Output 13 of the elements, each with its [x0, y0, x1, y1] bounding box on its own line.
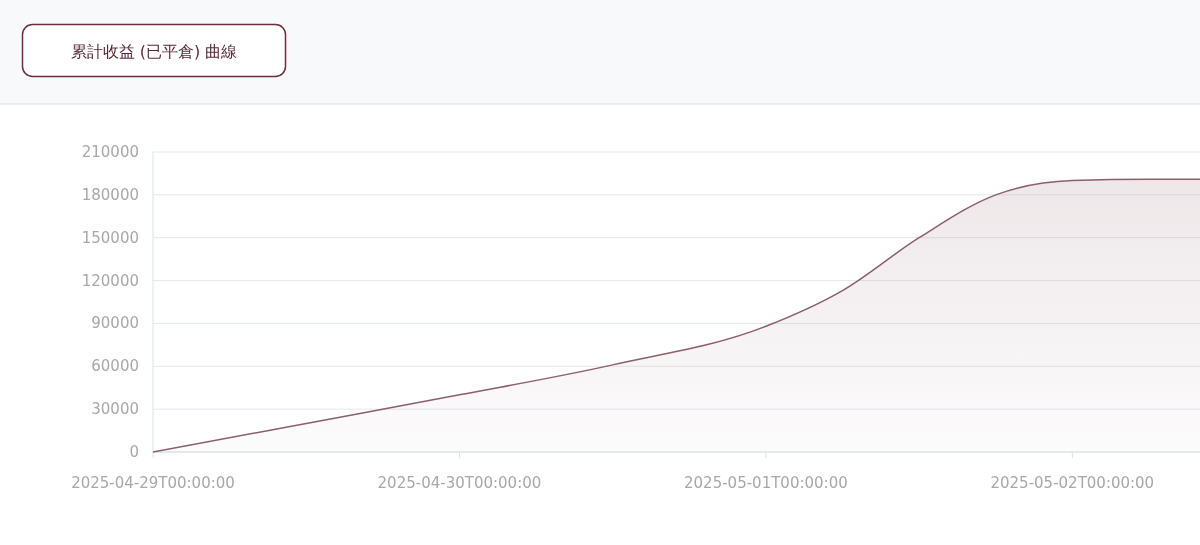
- x-tick-label: 2025-04-29T00:00:00: [71, 474, 235, 492]
- chart-title: 累計收益 (已平倉) 曲線: [70, 41, 238, 61]
- y-tick-label: 180000: [81, 185, 139, 204]
- x-tick-label: 2025-05-02T00:00:00: [990, 474, 1155, 492]
- y-tick-label: 60000: [91, 357, 139, 376]
- y-tick-label: 120000: [81, 271, 139, 290]
- y-tick-label: 150000: [81, 228, 139, 247]
- y-tick-label: 210000: [81, 143, 139, 161]
- y-tick-label: 90000: [91, 314, 139, 333]
- y-tick-label: 30000: [91, 400, 139, 419]
- x-tick-label: 2025-04-30T00:00:00: [377, 474, 542, 492]
- x-tick-label: 2025-05-01T00:00:00: [684, 474, 848, 492]
- y-tick-label: 0: [129, 443, 139, 461]
